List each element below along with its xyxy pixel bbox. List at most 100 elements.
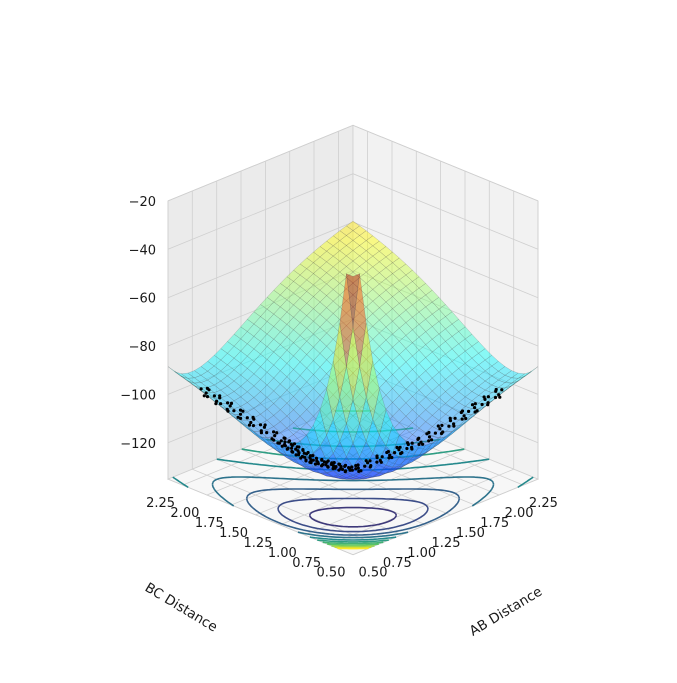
surface-patch [246,407,261,419]
surface-patch [425,313,440,327]
trajectory-point [356,463,360,467]
surface-patch [213,370,228,382]
surface-patch [299,327,314,342]
trajectory-point [287,440,291,444]
surface-patch [253,378,268,392]
surface-patch [352,351,367,367]
surface-patch [372,472,387,478]
grid-line-z [167,221,539,299]
surface-patch [365,266,380,279]
trajectory-point [467,409,471,413]
surface-patch [491,360,506,372]
surface-patch [345,240,361,251]
trajectory-points [199,386,504,474]
surface-patch [465,411,479,424]
z-tick-label: −40 [129,243,156,258]
surface-patch [399,461,413,469]
surface-patch [352,266,367,278]
surface-patch [332,415,347,431]
x-tick-label: 2.00 [505,506,534,521]
trajectory-point [388,453,392,457]
surface-patch [339,365,354,381]
surface-patch [392,268,407,281]
surface-patch [365,235,380,247]
surface-patch [352,312,367,327]
surface-patch [220,375,235,387]
surface-patch [359,372,374,388]
surface-patch [412,389,427,404]
trajectory-point [311,454,315,458]
surface-patch [339,288,354,302]
surface-patch [405,444,420,459]
surface-patch [405,422,420,435]
surface-patch [220,341,235,354]
trajectory-point [453,416,457,420]
surface-patch [286,409,301,423]
surface-patch [306,441,321,454]
surface-patch [425,415,440,427]
trajectory-point [273,434,277,438]
surface-patch [253,413,268,425]
surface-patch [279,276,294,289]
surface-patch [240,402,255,413]
surface-patch [286,369,301,384]
surface-patch [339,422,354,458]
surface-patch [372,415,387,431]
surface-patch [510,372,526,379]
surface-patch [385,424,400,454]
surface-patch [431,346,446,360]
surface-patch [365,418,380,454]
surface-patch [167,366,182,377]
trajectory-point [410,445,414,449]
surface-patch [240,368,255,381]
trajectory-point [294,453,298,457]
surface-patch [346,271,360,284]
surface-patch [299,340,314,355]
surface-patch [286,355,301,370]
surface-patch [438,402,453,415]
surface-patch [286,422,301,435]
trajectory-point [368,459,372,463]
trajectory-point [378,458,382,462]
surface-patch [458,338,473,352]
trajectory-point [350,468,354,472]
surface-patch [405,382,420,397]
surface-patch [471,341,486,354]
surface-patch [339,436,354,451]
surface-patch [312,465,328,474]
surface-patch [240,331,255,345]
surface-patch [339,422,354,438]
contour-level [172,458,534,541]
surface-patch [438,366,453,380]
surface-patch [379,394,393,410]
surface-patch [398,274,413,287]
surface-patch [359,401,374,417]
surface-patch [451,422,466,432]
surface-patch [425,377,440,392]
surface-patch [405,292,420,306]
trajectory-point [498,395,502,399]
surface-patch [464,357,479,371]
surface-patch [306,296,321,310]
surface-patch [293,415,308,430]
surface-patch [305,466,321,474]
y-tick-label: 1.75 [195,516,224,531]
surface-patch [392,457,407,466]
surface-patch [306,284,321,297]
surface-patch [312,246,328,258]
surface-patch [319,240,334,252]
y-tick-label: 1.25 [244,536,273,551]
surface-patch [412,276,427,289]
trajectory-point [226,409,230,413]
surface-patch [260,346,275,360]
surface-patch [405,269,420,282]
surface-patch [313,394,327,410]
surface-patch [286,457,301,465]
surface-patch [464,369,479,382]
surface-patch [464,345,479,359]
surface-patch [352,245,367,257]
trajectory-point [219,402,223,406]
trajectory-point [241,409,245,413]
trajectory-point [473,406,477,410]
trajectory-point [199,387,203,391]
